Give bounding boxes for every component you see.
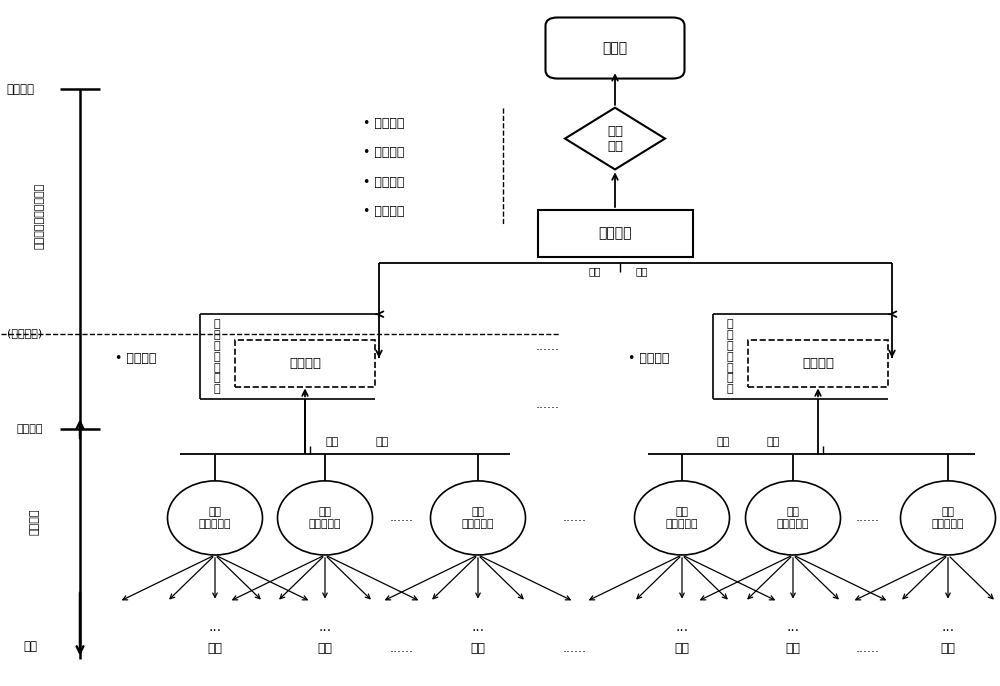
Text: 终端收货: 终端收货 bbox=[30, 508, 40, 534]
Text: 收件集中一次分拣配送: 收件集中一次分拣配送 bbox=[35, 183, 45, 249]
Polygon shape bbox=[565, 108, 665, 169]
Text: ...: ... bbox=[208, 620, 222, 634]
Text: 用户: 用户 bbox=[208, 642, 222, 654]
Text: 收件: 收件 bbox=[326, 437, 339, 447]
Text: (配送网点): (配送网点) bbox=[7, 328, 43, 338]
Text: 运输: 运输 bbox=[589, 266, 601, 276]
Ellipse shape bbox=[278, 481, 372, 555]
Text: 集中: 集中 bbox=[766, 437, 780, 447]
Text: ...: ... bbox=[318, 620, 332, 634]
Text: ......: ...... bbox=[536, 340, 560, 353]
Text: • 装卸集散: • 装卸集散 bbox=[363, 206, 404, 218]
Text: 片区
收件快递员: 片区 收件快递员 bbox=[462, 508, 494, 528]
Text: ...: ... bbox=[941, 620, 955, 634]
Text: ......: ...... bbox=[390, 512, 414, 524]
Text: 集中: 集中 bbox=[376, 437, 389, 447]
Text: 用户: 用户 bbox=[786, 642, 800, 654]
Text: 分拣中心: 分拣中心 bbox=[6, 83, 34, 95]
Text: 用户: 用户 bbox=[674, 642, 690, 654]
Text: 一次
分拣: 一次 分拣 bbox=[607, 125, 623, 152]
Text: • 出港配送: • 出港配送 bbox=[363, 176, 404, 189]
Text: 用户: 用户 bbox=[471, 642, 486, 654]
Text: 片区
收件快递员: 片区 收件快递员 bbox=[932, 508, 964, 528]
Text: 片区
收件快递员: 片区 收件快递员 bbox=[199, 508, 231, 528]
Text: ......: ...... bbox=[563, 642, 587, 654]
Text: 片区
收件快递员: 片区 收件快递员 bbox=[309, 508, 341, 528]
Text: • 暂时储存: • 暂时储存 bbox=[363, 117, 404, 130]
Text: 出港件: 出港件 bbox=[602, 41, 628, 55]
Text: ......: ...... bbox=[563, 512, 587, 524]
Text: ......: ...... bbox=[536, 399, 560, 411]
Bar bbox=[235, 340, 375, 387]
Text: 集中: 集中 bbox=[636, 266, 648, 276]
Text: • 一次分拣: • 一次分拣 bbox=[363, 147, 404, 159]
Ellipse shape bbox=[900, 481, 996, 555]
Text: • 暂时中转: • 暂时中转 bbox=[628, 352, 669, 364]
Ellipse shape bbox=[168, 481, 262, 555]
Text: 用户: 用户 bbox=[940, 642, 956, 654]
Text: 可
直
接
集
中
输
送: 可 直 接 集 中 输 送 bbox=[214, 319, 220, 394]
Text: 配送网点: 配送网点 bbox=[289, 357, 321, 370]
Ellipse shape bbox=[746, 481, 840, 555]
FancyBboxPatch shape bbox=[546, 17, 684, 78]
Text: 用户: 用户 bbox=[23, 640, 37, 652]
Text: 片区收件: 片区收件 bbox=[17, 424, 43, 434]
Text: 分拣中心: 分拣中心 bbox=[598, 226, 632, 240]
Text: ...: ... bbox=[675, 620, 689, 634]
Text: 片区
收件快递员: 片区 收件快递员 bbox=[666, 508, 698, 528]
Text: 可
直
接
集
中
输
送: 可 直 接 集 中 输 送 bbox=[727, 319, 733, 394]
Text: 配送网点: 配送网点 bbox=[802, 357, 834, 370]
Text: ......: ...... bbox=[390, 642, 414, 654]
Text: ...: ... bbox=[786, 620, 800, 634]
Text: ...: ... bbox=[471, 620, 485, 634]
Text: 片区
收件快递员: 片区 收件快递员 bbox=[777, 508, 809, 528]
Text: • 暂时中转: • 暂时中转 bbox=[115, 352, 156, 364]
Ellipse shape bbox=[430, 481, 526, 555]
Text: 收件: 收件 bbox=[716, 437, 730, 447]
Ellipse shape bbox=[635, 481, 730, 555]
Bar bbox=[538, 210, 692, 257]
Text: ......: ...... bbox=[856, 512, 880, 524]
Text: 用户: 用户 bbox=[318, 642, 332, 654]
Text: ......: ...... bbox=[856, 642, 880, 654]
Bar bbox=[748, 340, 888, 387]
